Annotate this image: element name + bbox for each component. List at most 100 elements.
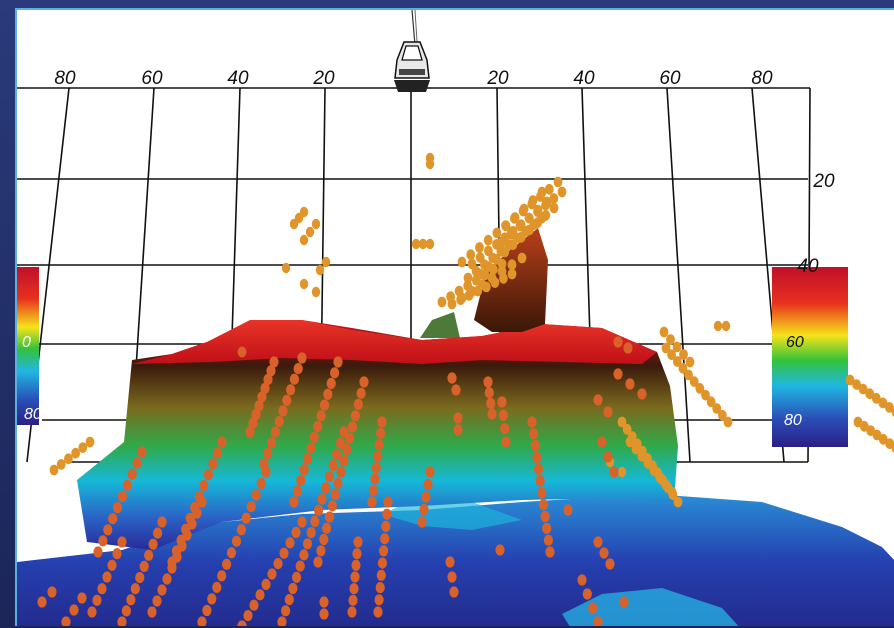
sonar-target bbox=[270, 426, 280, 438]
sonar-target bbox=[132, 457, 142, 469]
sonar-target bbox=[377, 416, 387, 428]
sonar-target bbox=[483, 376, 493, 388]
sonar-target bbox=[496, 245, 506, 257]
sonar-target bbox=[261, 578, 271, 591]
sonar-target bbox=[649, 465, 659, 476]
sonar-target bbox=[379, 545, 389, 557]
sonar-target bbox=[260, 382, 270, 394]
sonar-target bbox=[359, 376, 369, 388]
sonar-target bbox=[117, 490, 127, 502]
sonar-target bbox=[373, 450, 383, 462]
sonar-target bbox=[177, 540, 187, 552]
sonar-target bbox=[319, 399, 330, 411]
sonar-target bbox=[510, 212, 520, 223]
sonar-target bbox=[212, 447, 223, 459]
sonar-target bbox=[289, 496, 299, 508]
sonar-target bbox=[98, 535, 108, 547]
sonar-target bbox=[506, 228, 516, 240]
sonar-target bbox=[418, 238, 428, 250]
sonar-target bbox=[368, 485, 378, 497]
sonar-target bbox=[273, 558, 283, 570]
sonar-target bbox=[701, 389, 710, 401]
sonar-target bbox=[367, 496, 377, 508]
sonar-target bbox=[332, 448, 342, 460]
sonar-target bbox=[292, 485, 302, 497]
sonar-target bbox=[267, 568, 277, 580]
sonar-target bbox=[117, 616, 127, 626]
sonar-3d-viewport[interactable]: 80 60 40 20 20 40 60 80 20 0 bbox=[15, 8, 894, 626]
sonar-target bbox=[370, 473, 380, 485]
sonar-target bbox=[695, 383, 705, 394]
sonar-target bbox=[487, 272, 497, 284]
sonar-target bbox=[878, 433, 888, 445]
sonar-target bbox=[292, 571, 302, 583]
sonar-target bbox=[619, 596, 629, 608]
sonar-target bbox=[721, 320, 731, 332]
sonar-target bbox=[678, 362, 688, 374]
sonar-target bbox=[212, 581, 222, 594]
sonar-target bbox=[299, 234, 309, 246]
sonar-target bbox=[299, 206, 309, 218]
sonar-target bbox=[279, 547, 289, 559]
sonar-target bbox=[374, 594, 384, 606]
sonar-target bbox=[319, 533, 329, 546]
sonar-target bbox=[542, 522, 552, 535]
sonar-target bbox=[488, 252, 498, 264]
sonar-target bbox=[451, 384, 461, 396]
sonar-target bbox=[299, 278, 309, 290]
sonar-target bbox=[172, 551, 182, 563]
sonar-target bbox=[659, 326, 669, 338]
sonar-target bbox=[623, 342, 633, 354]
sonar-target bbox=[673, 496, 683, 508]
sonar-target bbox=[291, 526, 301, 539]
sonar-target bbox=[544, 183, 554, 195]
sonar-target bbox=[466, 249, 476, 261]
sonar-target bbox=[274, 416, 284, 428]
color-scale-left-label-1: 0 bbox=[22, 334, 31, 351]
sonar-target bbox=[335, 437, 345, 449]
sonar-target bbox=[197, 616, 207, 626]
sonar-target bbox=[582, 588, 592, 600]
sonar-target bbox=[685, 356, 695, 368]
sonar-target bbox=[353, 536, 363, 548]
scale-tick-left-2: 60 bbox=[141, 68, 163, 89]
sonar-target bbox=[127, 468, 137, 480]
sonar-target bbox=[891, 443, 894, 453]
sonar-target bbox=[333, 356, 343, 368]
sonar-target bbox=[492, 227, 502, 239]
sonar-target bbox=[293, 363, 303, 375]
sonar-target bbox=[302, 453, 313, 465]
sonar-target bbox=[425, 158, 435, 170]
sonar-target bbox=[603, 406, 613, 418]
fish-targets bbox=[37, 152, 894, 626]
sonar-target bbox=[519, 203, 529, 215]
sonar-target bbox=[199, 480, 209, 492]
sonar-target bbox=[61, 616, 71, 626]
sonar-target bbox=[557, 186, 567, 198]
boat-icon bbox=[394, 10, 430, 92]
sonar-target bbox=[202, 604, 212, 617]
sonar-target bbox=[261, 466, 271, 478]
sonar-target bbox=[237, 346, 247, 358]
sonar-target bbox=[453, 412, 463, 424]
depth-tick-20: 20 bbox=[812, 171, 835, 192]
sonar-target bbox=[313, 421, 323, 433]
sonar-target bbox=[613, 336, 623, 348]
sonar-target bbox=[374, 439, 384, 451]
sonar-target bbox=[208, 458, 218, 470]
sonar-target bbox=[330, 488, 340, 501]
sonar-target bbox=[257, 391, 267, 403]
sonar-target bbox=[713, 320, 723, 332]
sonar-target bbox=[237, 620, 247, 626]
scale-tick-left-1: 80 bbox=[54, 68, 76, 89]
sonar-target bbox=[537, 186, 547, 198]
sonar-target bbox=[637, 388, 647, 400]
sonar-target bbox=[599, 547, 609, 559]
sonar-target bbox=[885, 402, 894, 413]
scale-tick-right-4: 80 bbox=[751, 68, 773, 89]
sonar-target bbox=[144, 549, 154, 561]
sonar-target bbox=[537, 212, 547, 224]
sonar-target bbox=[643, 458, 653, 469]
sonar-target bbox=[316, 410, 326, 422]
